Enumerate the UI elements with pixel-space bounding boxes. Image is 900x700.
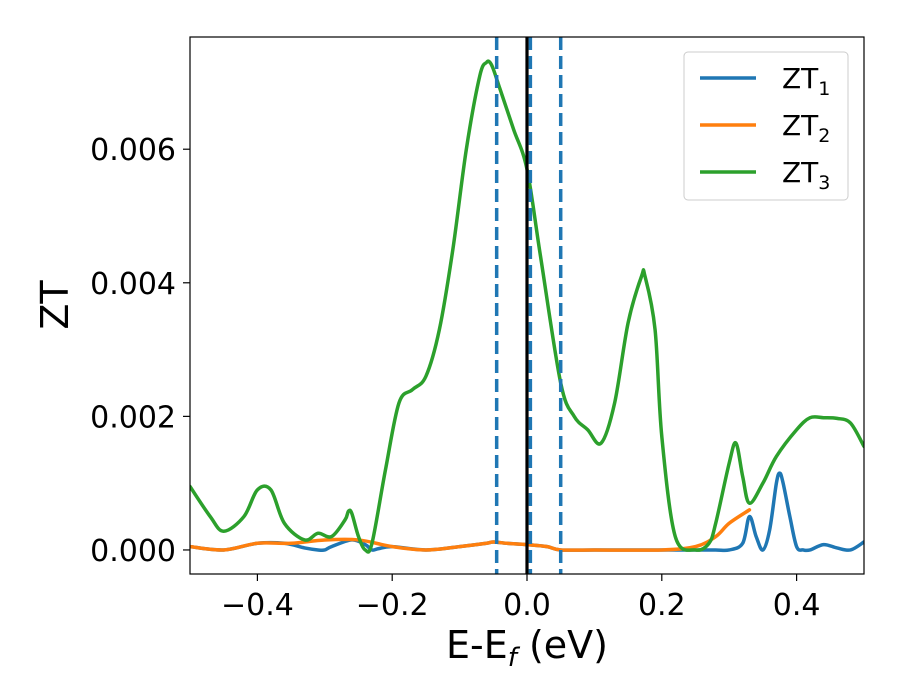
x-axis-label: E-Ef (eV) (446, 623, 608, 673)
x-tick-label: 0.0 (503, 588, 551, 623)
legend-box (683, 51, 849, 201)
legend-label-zt2: ZT2 (782, 109, 830, 147)
series-layer (190, 59, 864, 554)
y-tick-label: 0.006 (90, 133, 176, 168)
x-axis-label-main: E-E (446, 623, 508, 667)
reference-lines (494, 37, 563, 574)
y-tick-label: 0.002 (90, 400, 176, 435)
x-axis-ticks: −0.4 −0.2 0.0 0.2 0.4 (221, 574, 820, 623)
x-axis-label-tail: (eV) (517, 623, 608, 667)
x-tick-label: −0.4 (221, 588, 294, 623)
legend-items: ZT1 ZT2 ZT3 (700, 62, 830, 194)
y-tick-label: 0.000 (90, 534, 176, 569)
x-tick-label: −0.2 (356, 588, 429, 623)
y-tick-label: 0.004 (90, 267, 176, 302)
x-tick-label: 0.4 (773, 588, 821, 623)
y-axis-label: ZT (33, 280, 77, 330)
series-line-zt3 (190, 59, 864, 554)
legend: ZT1 ZT2 ZT3 (683, 51, 849, 201)
plot-area (190, 37, 864, 574)
x-tick-label: 0.2 (638, 588, 686, 623)
series-line-zt2 (190, 508, 752, 552)
y-axis-ticks: 0.000 0.002 0.004 0.006 (90, 133, 190, 569)
legend-label-zt1: ZT1 (782, 62, 830, 100)
legend-label-zt3: ZT3 (782, 156, 830, 194)
